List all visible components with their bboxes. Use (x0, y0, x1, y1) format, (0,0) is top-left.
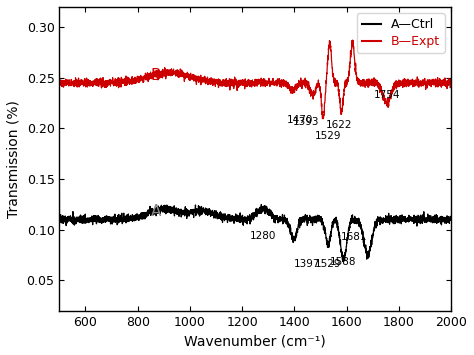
Text: 1681: 1681 (341, 232, 368, 242)
Text: 1754: 1754 (374, 90, 400, 100)
Text: 1397: 1397 (293, 259, 320, 269)
Text: B: B (151, 68, 161, 83)
Y-axis label: Transmission (%): Transmission (%) (7, 100, 21, 218)
Text: A: A (151, 204, 161, 219)
Text: 1529: 1529 (315, 131, 341, 141)
Text: 1280: 1280 (250, 231, 276, 241)
Text: 1529: 1529 (315, 259, 341, 269)
X-axis label: Wavenumber (cm⁻¹): Wavenumber (cm⁻¹) (184, 334, 326, 348)
Legend: A—Ctrl, B—Expt: A—Ctrl, B—Expt (357, 13, 445, 53)
Text: 1393: 1393 (292, 117, 319, 127)
Text: 1588: 1588 (330, 257, 357, 267)
Text: 1470: 1470 (286, 115, 313, 125)
Text: 1622: 1622 (326, 120, 352, 130)
